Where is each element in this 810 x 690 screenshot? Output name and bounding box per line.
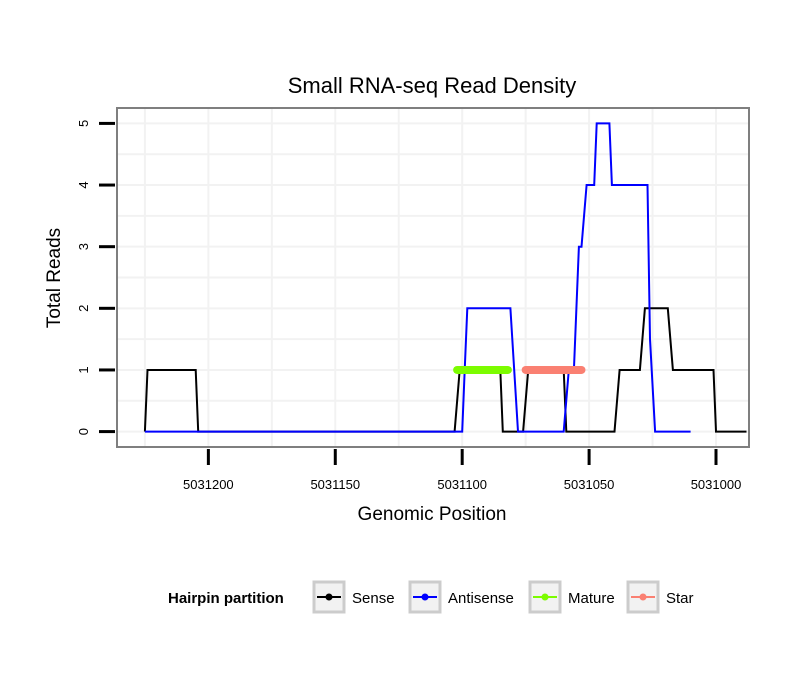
y-tick-label: 2 bbox=[76, 305, 91, 312]
series-antisense-line bbox=[144, 122, 691, 433]
plot-panel-border bbox=[116, 107, 750, 448]
y-tick-label: 5 bbox=[76, 120, 91, 127]
series-layer bbox=[143, 122, 747, 433]
legend-title: Hairpin partition bbox=[168, 590, 284, 607]
y-tick-label: 3 bbox=[76, 243, 91, 250]
y-tick-label: 4 bbox=[76, 181, 91, 188]
legend-label-antisense: Antisense bbox=[448, 590, 514, 607]
x-tick-label: 5031000 bbox=[691, 477, 742, 492]
x-tick-label: 5031050 bbox=[564, 477, 615, 492]
y-tick-label: 0 bbox=[76, 428, 91, 435]
legend-key-dot-sense bbox=[325, 593, 333, 601]
x-tick-label: 5031100 bbox=[437, 477, 487, 492]
legend-label-sense: Sense bbox=[352, 590, 395, 607]
x-axis-title: Genomic Position bbox=[358, 504, 507, 525]
y-axis-title: Total Reads bbox=[44, 228, 65, 328]
legend-key-dot-star bbox=[639, 593, 647, 601]
chart-title: Small RNA-seq Read Density bbox=[288, 73, 577, 98]
legend: Hairpin partition Sense Antisense Mature St… bbox=[168, 580, 694, 614]
legend-label-mature: Mature bbox=[568, 590, 615, 607]
y-tick-label: 1 bbox=[76, 366, 91, 373]
y-axis: 0 1 2 3 4 5 bbox=[76, 120, 115, 435]
x-tick-label: 5031150 bbox=[310, 477, 360, 492]
x-axis: 5031200 5031150 5031100 5031050 5031000 bbox=[183, 449, 741, 492]
legend-key-dot-antisense bbox=[421, 593, 429, 601]
x-tick-label: 5031200 bbox=[183, 477, 234, 492]
legend-key-dot-mature bbox=[541, 593, 549, 601]
legend-label-star: Star bbox=[666, 590, 694, 607]
